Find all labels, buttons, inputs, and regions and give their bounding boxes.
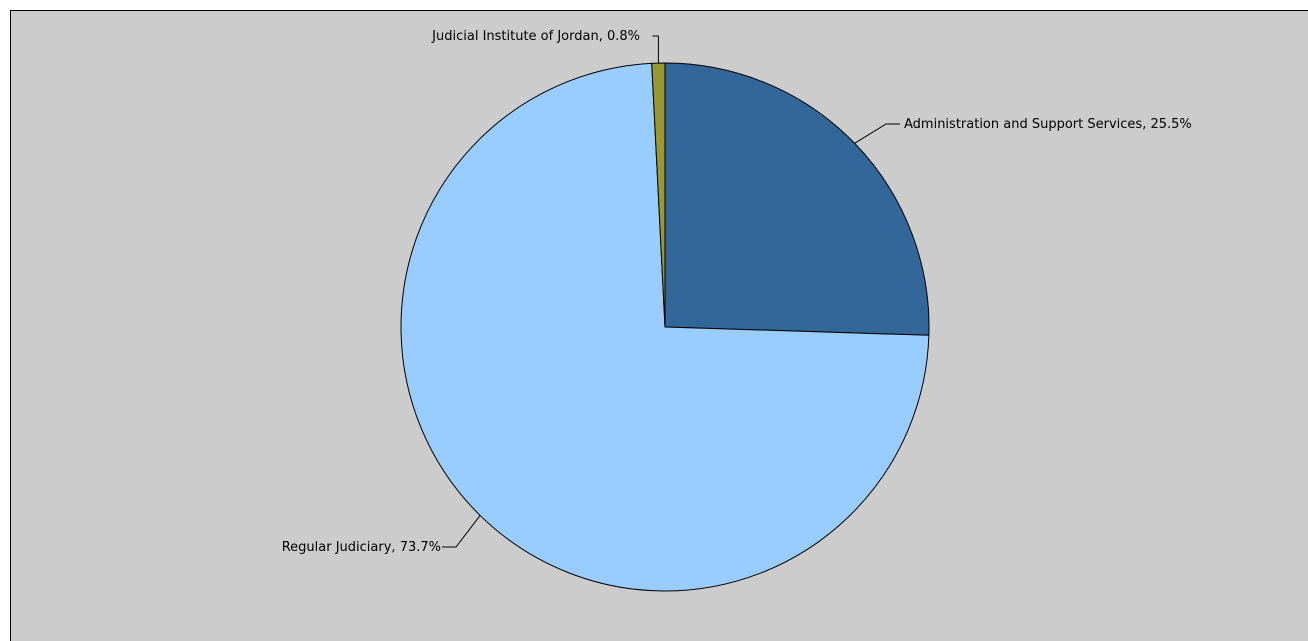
slices — [400, 62, 930, 592]
slice-labels: Administration and Support Services, 25.… — [282, 29, 1192, 555]
slice-label-administration-and-support-services: Administration and Support Services, 25.… — [904, 117, 1192, 132]
leader-line — [442, 515, 481, 548]
pie-slice-administration-and-support-services — [664, 62, 930, 336]
pie-slice-regular-judiciary — [400, 62, 930, 592]
leader-line — [652, 35, 659, 64]
slice-label-judicial-institute-of-jordan: Judicial Institute of Jordan, 0.8% — [431, 29, 640, 44]
slice-label-regular-judiciary: Regular Judiciary, 73.7% — [282, 540, 441, 555]
leader-line — [854, 123, 900, 144]
